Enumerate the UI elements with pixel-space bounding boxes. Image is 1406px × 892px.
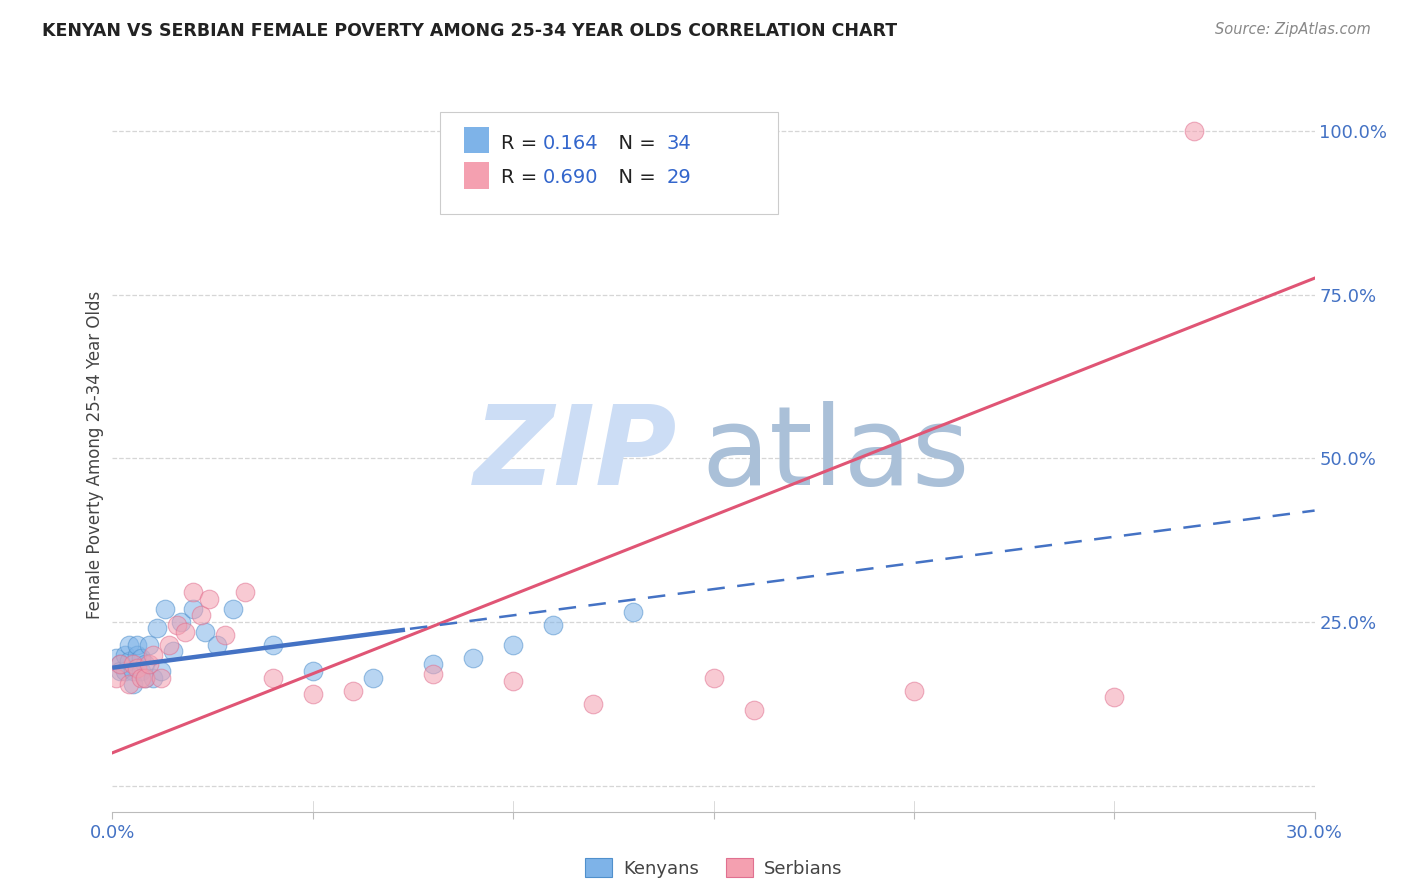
Point (121, 664, 143, 678)
Point (110, 657, 132, 672)
Point (194, 624, 217, 639)
Point (129, 671, 152, 685)
Point (153, 601, 176, 615)
Point (197, 591, 219, 606)
Point (114, 648, 136, 662)
Point (342, 683, 364, 698)
Point (702, 671, 725, 685)
Text: 0.164: 0.164 (543, 134, 599, 153)
Point (173, 624, 195, 639)
Point (117, 677, 139, 691)
Text: N =: N = (606, 134, 662, 153)
Text: R =: R = (501, 168, 543, 186)
Point (169, 615, 191, 629)
Point (125, 648, 148, 662)
Point (117, 638, 139, 652)
Point (1184, 124, 1206, 138)
Point (742, 703, 765, 717)
Point (214, 628, 236, 642)
Point (181, 585, 204, 599)
Point (105, 671, 128, 685)
Point (302, 687, 325, 701)
Text: 34: 34 (666, 134, 692, 153)
Text: KENYAN VS SERBIAN FEMALE POVERTY AMONG 25-34 YEAR OLDS CORRELATION CHART: KENYAN VS SERBIAN FEMALE POVERTY AMONG 2… (42, 22, 897, 40)
Text: atlas: atlas (702, 401, 970, 508)
Y-axis label: Female Poverty Among 25-34 Year Olds: Female Poverty Among 25-34 Year Olds (86, 291, 104, 619)
Point (145, 621, 167, 635)
Point (138, 638, 160, 652)
Legend: Kenyans, Serbians: Kenyans, Serbians (578, 851, 849, 885)
Point (149, 664, 172, 678)
Point (422, 667, 444, 681)
Point (125, 638, 148, 652)
Text: N =: N = (606, 168, 662, 186)
Point (141, 648, 163, 662)
Point (121, 677, 143, 691)
Point (543, 618, 565, 632)
Text: ZIP: ZIP (474, 401, 678, 508)
Point (114, 664, 136, 678)
Point (149, 671, 172, 685)
Point (502, 673, 524, 688)
Point (134, 657, 156, 672)
Point (903, 683, 925, 698)
Point (502, 638, 524, 652)
Text: 0.690: 0.690 (543, 168, 598, 186)
Point (157, 638, 180, 652)
Point (190, 608, 212, 623)
Point (129, 664, 152, 678)
Point (110, 664, 132, 678)
Point (222, 601, 245, 615)
Point (105, 651, 128, 665)
Point (422, 657, 444, 672)
Point (110, 657, 132, 672)
Point (361, 671, 384, 685)
Point (138, 657, 160, 672)
Point (129, 651, 152, 665)
Point (166, 618, 188, 632)
Point (621, 605, 644, 619)
Point (205, 638, 228, 652)
Point (117, 654, 139, 668)
Point (262, 671, 284, 685)
Point (134, 671, 156, 685)
Point (125, 661, 148, 675)
Point (233, 585, 256, 599)
Point (1102, 690, 1125, 705)
Point (262, 638, 284, 652)
Text: R =: R = (501, 134, 543, 153)
Point (134, 671, 156, 685)
Text: 29: 29 (666, 168, 692, 186)
Point (121, 657, 143, 672)
Point (302, 664, 325, 678)
Point (181, 601, 204, 615)
Point (582, 697, 605, 711)
Text: Source: ZipAtlas.com: Source: ZipAtlas.com (1215, 22, 1371, 37)
Point (162, 644, 184, 658)
Point (141, 671, 163, 685)
Point (461, 651, 484, 665)
